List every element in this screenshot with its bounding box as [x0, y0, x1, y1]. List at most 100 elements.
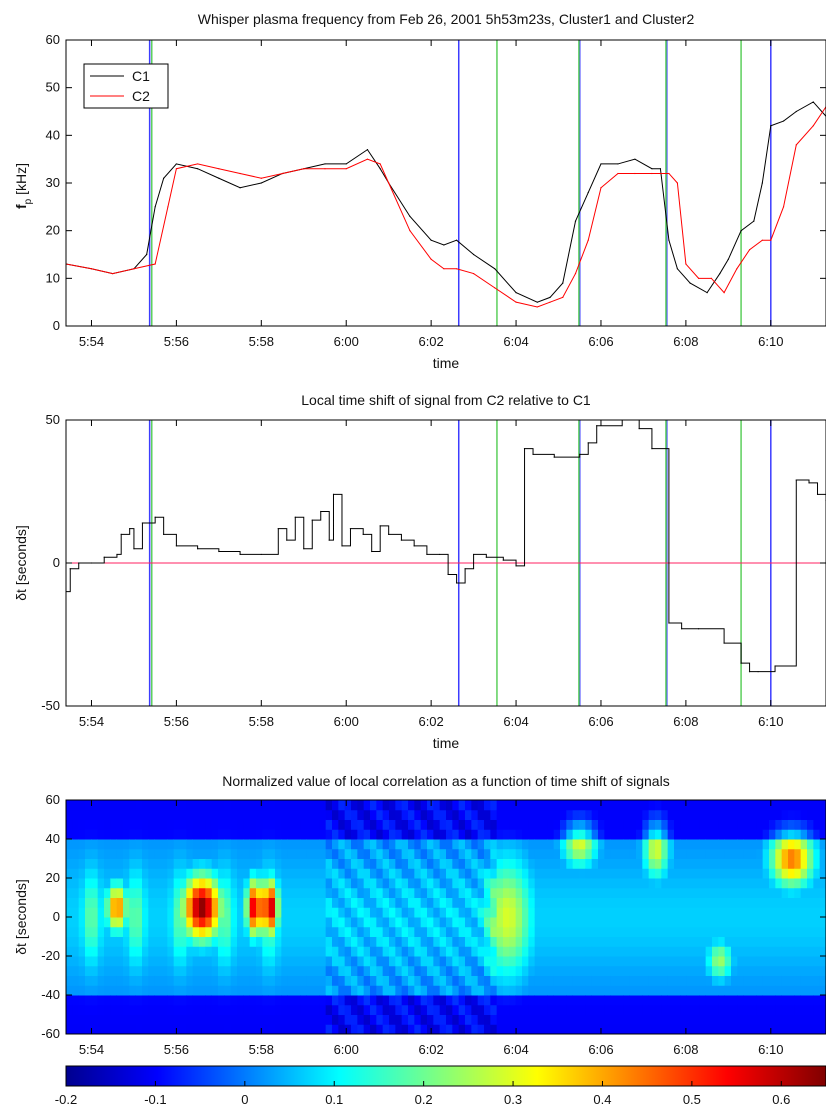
heatmap-cell [813, 819, 821, 830]
heatmap-cell [357, 936, 365, 947]
heatmap-cell [712, 819, 719, 830]
heatmap-cell [623, 956, 631, 967]
heatmap-cell [737, 1004, 745, 1015]
heatmap-cell [351, 917, 358, 928]
heatmap-cell [408, 907, 415, 918]
heatmap-cell [325, 1004, 333, 1015]
heatmap-cell [66, 985, 73, 996]
heatmap-cell [617, 829, 624, 840]
heatmap-cell [623, 965, 631, 976]
heatmap-cell [585, 1014, 593, 1025]
heatmap-cell [211, 946, 219, 957]
heatmap-cell [224, 946, 232, 957]
heatmap-cell [110, 809, 118, 820]
heatmap-cell [91, 809, 99, 820]
heatmap-cell [97, 946, 105, 957]
heatmap-cell [78, 848, 86, 859]
heatmap-cell [211, 1004, 219, 1015]
heatmap-cell [268, 995, 276, 1006]
heatmap-cell [465, 858, 472, 869]
heatmap-cell [408, 926, 415, 937]
heatmap-cell [313, 809, 320, 820]
heatmap-cell [376, 897, 384, 908]
heatmap-cell [446, 829, 453, 840]
heatmap-cell [110, 858, 118, 869]
data-point [175, 168, 177, 170]
data-point [681, 628, 683, 630]
heatmap-cell [509, 887, 517, 898]
heatmap-cell [249, 839, 257, 850]
heatmap-cell [686, 917, 694, 928]
heatmap-cell [414, 1024, 422, 1034]
heatmap-cell [534, 1014, 542, 1025]
heatmap-cell [275, 809, 282, 820]
heatmap-cell [439, 1024, 447, 1034]
heatmap-cell [85, 985, 92, 996]
heatmap-cell [819, 839, 826, 850]
data-point [689, 282, 691, 284]
data-point [600, 187, 602, 189]
heatmap-cell [674, 897, 681, 908]
heatmap-cell [522, 985, 529, 996]
heatmap-cell [363, 1024, 371, 1034]
heatmap-cell [154, 907, 162, 918]
heatmap-cell [718, 956, 726, 967]
heatmap-cell [572, 1014, 580, 1025]
heatmap-cell [439, 868, 447, 879]
heatmap-cell [262, 1004, 270, 1015]
heatmap-cell [813, 887, 821, 898]
heatmap-cell [186, 848, 194, 859]
heatmap-cell [401, 1004, 409, 1015]
data-point [795, 479, 797, 481]
heatmap-cell [547, 926, 555, 937]
data-point [668, 239, 670, 241]
heatmap-cell [446, 985, 453, 996]
heatmap-cell [769, 819, 776, 830]
heatmap-cell [446, 946, 453, 957]
heatmap-cell [819, 975, 826, 986]
heatmap-cell [712, 887, 719, 898]
heatmap-cell [604, 887, 612, 898]
heatmap-cell [585, 839, 593, 850]
heatmap-cell [287, 975, 295, 986]
heatmap-cell [572, 1024, 580, 1034]
heatmap-cell [693, 829, 700, 840]
heatmap-cell [116, 819, 124, 830]
heatmap-cell [781, 848, 789, 859]
heatmap-cell [427, 800, 434, 811]
heatmap-cell [357, 985, 365, 996]
heatmap-cell [230, 887, 238, 898]
heatmap-cell [306, 965, 314, 976]
heatmap-cell [471, 956, 479, 967]
heatmap-cell [154, 1024, 162, 1034]
heatmap-cell [72, 897, 80, 908]
heatmap-cell [78, 809, 86, 820]
heatmap-cell [110, 956, 118, 967]
heatmap-cell [819, 819, 826, 830]
heatmap-cell [433, 936, 441, 947]
heatmap-cell [275, 800, 282, 811]
heatmap-cell [275, 926, 282, 937]
heatmap-cell [800, 878, 808, 889]
heatmap-cell [287, 819, 295, 830]
heatmap-cell [712, 878, 719, 889]
heatmap-cell [268, 1014, 276, 1025]
heatmap-cell [750, 897, 757, 908]
heatmap-cell [750, 975, 757, 986]
y-tick-label: -60 [41, 1026, 60, 1041]
heatmap-cell [268, 985, 276, 996]
heatmap-cell [648, 907, 656, 918]
heatmap-cell [699, 1014, 707, 1025]
heatmap-cell [560, 887, 567, 898]
heatmap-cell [129, 839, 137, 850]
heatmap-cell [674, 800, 681, 811]
heatmap-cell [287, 926, 295, 937]
heatmap-cell [699, 946, 707, 957]
heatmap-cell [718, 848, 726, 859]
heatmap-cell [655, 868, 662, 879]
heatmap-cell [389, 985, 396, 996]
heatmap-cell [794, 800, 802, 811]
heatmap-cell [686, 926, 694, 937]
heatmap-cell [300, 829, 308, 840]
heatmap-cell [718, 809, 726, 820]
